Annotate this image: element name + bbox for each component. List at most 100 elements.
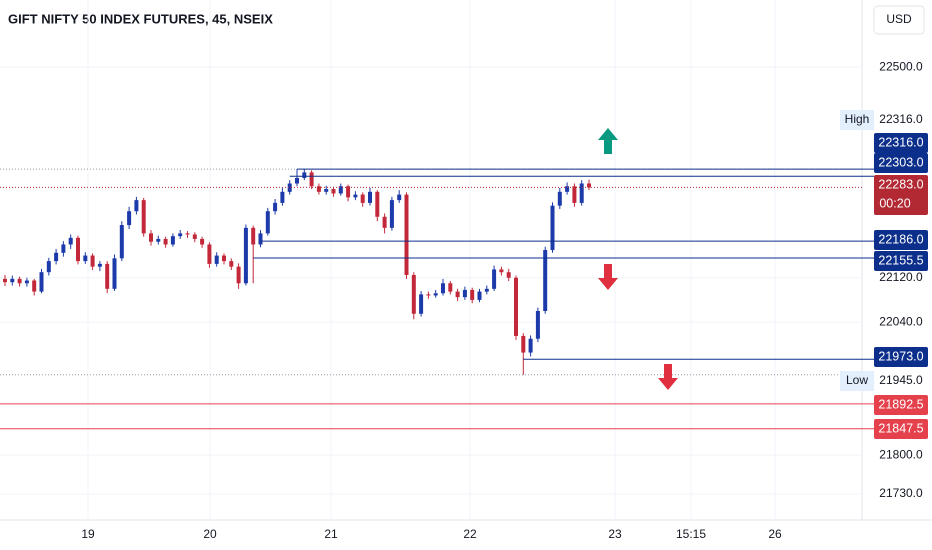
candle-body <box>17 278 22 284</box>
level-label: 21973.0 <box>878 349 923 363</box>
candle-body <box>258 233 263 245</box>
y-tick-label: 21730.0 <box>879 486 923 500</box>
high-label: High <box>845 112 870 126</box>
up-arrow <box>598 128 618 154</box>
down-arrow <box>658 364 678 390</box>
candle-body <box>462 289 467 298</box>
x-tick-label: 19 <box>81 527 95 541</box>
candle-body <box>200 238 205 245</box>
level-label: 22186.0 <box>878 232 923 246</box>
level-badge <box>874 347 928 367</box>
candle-body <box>368 191 372 203</box>
candle-body <box>192 234 197 239</box>
level-label: 22303.0 <box>878 155 923 169</box>
candle-body <box>302 172 307 178</box>
high-value: 22316.0 <box>879 112 923 126</box>
candle-body <box>46 261 51 273</box>
x-tick-label: 26 <box>768 527 782 541</box>
candle-body <box>535 311 540 339</box>
candle-body <box>426 294 431 296</box>
candle-body <box>360 194 365 203</box>
candle-body <box>112 258 117 289</box>
candle-body <box>397 194 402 201</box>
low-tag <box>840 371 874 391</box>
low-label: Low <box>846 373 868 387</box>
candle-body <box>24 280 29 284</box>
candle-body <box>251 227 256 245</box>
candle-body <box>338 186 343 194</box>
candle-body <box>382 216 387 228</box>
candle-body <box>441 283 445 294</box>
candle-body <box>273 202 278 212</box>
candle-body <box>331 189 336 194</box>
candle-body <box>3 278 7 283</box>
candle-body <box>185 233 190 235</box>
candle-body <box>178 233 183 237</box>
candle-body <box>295 177 299 184</box>
candle-body <box>521 335 526 353</box>
level-badge <box>874 153 928 173</box>
candle-body <box>97 263 102 267</box>
candle-body <box>236 266 241 284</box>
y-tick-label: 22500.0 <box>879 59 923 73</box>
candle-body <box>492 269 497 289</box>
candle-body <box>587 183 591 188</box>
candle-body <box>528 338 533 353</box>
candle-body <box>543 250 548 312</box>
down-arrow <box>598 264 618 290</box>
candle-body <box>309 172 314 187</box>
candle-body <box>316 186 321 192</box>
candle-body <box>214 255 219 264</box>
candle-body <box>484 288 489 292</box>
candle-body <box>90 255 95 267</box>
candle-body <box>375 191 380 217</box>
candle-body <box>141 200 146 234</box>
level-label: 21892.5 <box>878 397 923 411</box>
candle-body <box>550 205 555 251</box>
candle-body <box>572 186 577 203</box>
chart-title: GIFT NIFTY 50 INDEX FUTURES, 45, NSEIX <box>8 11 273 26</box>
currency[interactable]: USD <box>886 12 912 26</box>
y-tick-label: 21800.0 <box>879 447 923 461</box>
last-price-label: 22283.0 <box>878 177 923 191</box>
candle-body <box>243 227 248 284</box>
level-label: 21847.5 <box>878 421 923 435</box>
candle-body <box>170 236 175 245</box>
candle-body <box>222 255 226 262</box>
candle-body <box>119 225 124 259</box>
x-tick-label: 20 <box>203 527 217 541</box>
candle-body <box>265 211 270 234</box>
candle-body <box>557 191 562 206</box>
level-badge <box>874 230 928 250</box>
candle-body <box>68 237 73 245</box>
candle-body <box>433 293 438 296</box>
level-label: 22155.5 <box>878 253 923 267</box>
candle-body <box>448 283 453 292</box>
candle-body <box>389 200 394 228</box>
candle-body <box>207 244 212 264</box>
currency-button[interactable] <box>873 5 925 35</box>
candle-body <box>419 294 424 314</box>
candle-body <box>477 291 482 300</box>
level-badge <box>874 395 928 415</box>
candle-body <box>76 237 80 262</box>
candle-body <box>514 277 518 336</box>
x-tick-label: 15:15 <box>676 527 706 541</box>
candle-body <box>499 269 504 273</box>
candle-body <box>105 263 110 289</box>
candle-body <box>565 186 570 192</box>
x-tick-label: 21 <box>324 527 338 541</box>
candle-body <box>404 194 409 275</box>
candle-body <box>156 238 161 242</box>
x-tick-label: 23 <box>608 527 622 541</box>
candle-body <box>32 280 37 292</box>
level-badge <box>874 251 928 271</box>
candle-body <box>579 183 584 203</box>
candle-body <box>39 272 44 292</box>
level-badge <box>874 133 928 153</box>
candle-body <box>280 191 285 203</box>
candle-body <box>470 289 475 300</box>
last-price-badge <box>874 175 928 215</box>
level-label: 22316.0 <box>878 135 923 149</box>
